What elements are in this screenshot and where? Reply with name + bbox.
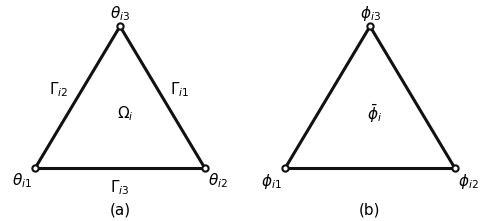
Text: (a): (a) bbox=[110, 202, 130, 217]
Text: $\theta_{i1}$: $\theta_{i1}$ bbox=[12, 171, 32, 190]
Text: $\Gamma_{i2}$: $\Gamma_{i2}$ bbox=[48, 80, 68, 99]
Text: $\theta_{i2}$: $\theta_{i2}$ bbox=[208, 171, 228, 190]
Text: $\phi_{i1}$: $\phi_{i1}$ bbox=[262, 171, 282, 191]
Text: $\phi_{i3}$: $\phi_{i3}$ bbox=[360, 4, 380, 23]
Text: $\phi_{i2}$: $\phi_{i2}$ bbox=[458, 171, 478, 191]
Text: $\Gamma_{i3}$: $\Gamma_{i3}$ bbox=[110, 178, 130, 196]
Text: (b): (b) bbox=[359, 202, 381, 217]
Text: $\theta_{i3}$: $\theta_{i3}$ bbox=[110, 4, 130, 23]
Text: $\Gamma_{i1}$: $\Gamma_{i1}$ bbox=[170, 80, 190, 99]
Text: $\Omega_i$: $\Omega_i$ bbox=[116, 104, 134, 123]
Text: $\bar{\phi}_i$: $\bar{\phi}_i$ bbox=[368, 103, 382, 125]
